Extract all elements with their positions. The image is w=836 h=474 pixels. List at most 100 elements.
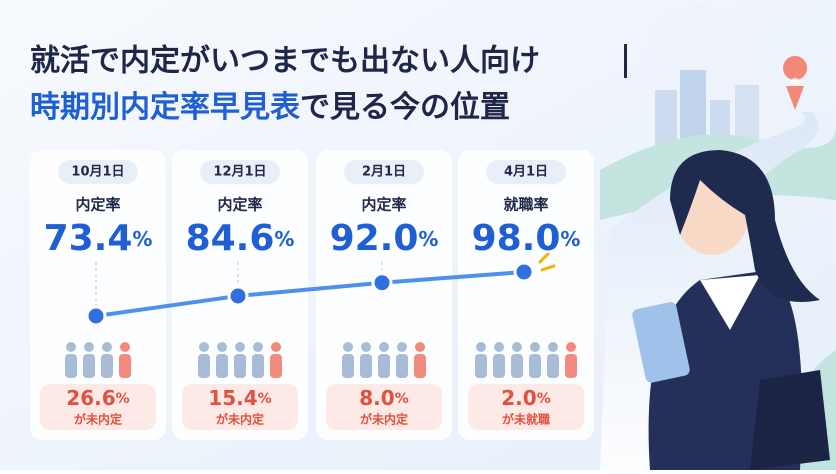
person-head [566, 342, 576, 352]
rate-label: 内定率 [217, 196, 262, 214]
rest-unit: % [258, 391, 272, 407]
person-head [217, 342, 227, 352]
person-body [475, 354, 487, 378]
spark [538, 252, 556, 272]
person-body [396, 354, 408, 378]
person-head [512, 342, 522, 352]
person-body [493, 354, 505, 378]
person-body [547, 354, 559, 378]
rate-value: 92.0 [330, 218, 419, 259]
rate-unit: % [274, 227, 294, 251]
rate-dot [371, 272, 393, 294]
title-line2: 時期別内定率早見表で見る今の位置 [30, 90, 510, 125]
person-head [494, 342, 504, 352]
rest-value: 26.6 [66, 386, 115, 410]
person-head [271, 342, 281, 352]
rate: 73.4% [44, 218, 153, 259]
date: 4月1日 [504, 165, 548, 180]
rest-box [182, 384, 298, 430]
rest-unit: % [395, 391, 409, 407]
person-head [253, 342, 263, 352]
person-body [511, 354, 523, 378]
person-body [65, 354, 77, 378]
person-head [84, 342, 94, 352]
person-body [270, 354, 282, 378]
person-body [342, 354, 354, 378]
rate-value: 73.4 [44, 218, 133, 259]
rate-unit: % [560, 227, 580, 251]
person-head [361, 342, 371, 352]
rest-box [40, 384, 156, 430]
person-head [379, 342, 389, 352]
person-head [66, 342, 76, 352]
rate-unit: % [418, 227, 438, 251]
rest-label: が未内定 [216, 412, 264, 427]
rate-dot [513, 261, 535, 283]
person-body [565, 354, 577, 378]
person-head [548, 342, 558, 352]
title-bar [624, 44, 627, 78]
rest: 26.6% [66, 386, 129, 410]
person-body [378, 354, 390, 378]
rate-label: 就職率 [503, 196, 548, 214]
person-body [101, 354, 113, 378]
title-rest: で見る今の位置 [300, 90, 510, 125]
date: 10月1日 [71, 165, 124, 180]
card [30, 150, 166, 440]
rest-value: 2.0 [501, 386, 536, 410]
rate: 92.0% [330, 218, 439, 259]
rate: 84.6% [186, 218, 295, 259]
person-head [199, 342, 209, 352]
rate-label: 内定率 [75, 196, 120, 214]
person-body [234, 354, 246, 378]
person-head [530, 342, 540, 352]
rate-dot [227, 285, 249, 307]
date: 12月1日 [213, 165, 266, 180]
rest-value: 8.0 [359, 386, 394, 410]
date-pill [58, 160, 138, 184]
rest-label: が未内定 [360, 412, 408, 427]
rate-dot [85, 305, 107, 327]
person-head [102, 342, 112, 352]
rest: 8.0% [359, 386, 408, 410]
rate-line [95, 269, 525, 318]
rate-label: 内定率 [361, 196, 406, 214]
rest-label: が未就職 [502, 412, 550, 427]
date-pill [344, 160, 424, 184]
rest-unit: % [537, 391, 551, 407]
person-head [415, 342, 425, 352]
person-body [216, 354, 228, 378]
person-body [119, 354, 131, 378]
title-highlight: 時期別内定率早見表 [30, 90, 300, 125]
rate-unit: % [132, 227, 152, 251]
person-head [343, 342, 353, 352]
rest-label: が未内定 [74, 412, 122, 427]
rest: 2.0% [501, 386, 550, 410]
person-body [414, 354, 426, 378]
rate: 98.0% [472, 218, 581, 259]
trend-line [85, 252, 556, 327]
title-line1: 就活で内定がいつまでも出ない人向け [30, 44, 540, 79]
person-head [397, 342, 407, 352]
date-pill [200, 160, 280, 184]
rest-box [468, 384, 584, 430]
card [458, 150, 594, 440]
person-body [198, 354, 210, 378]
person-body [83, 354, 95, 378]
person-head [120, 342, 130, 352]
cards: 10月1日内定率73.4%26.6%が未内定12月1日内定率84.6%15.4%… [30, 150, 594, 440]
date-pill [486, 160, 566, 184]
rest-value: 15.4 [208, 386, 257, 410]
rest-box [326, 384, 442, 430]
rate-value: 84.6 [186, 218, 275, 259]
person-body [529, 354, 541, 378]
person-body [360, 354, 372, 378]
person-body [252, 354, 264, 378]
rest-unit: % [116, 391, 130, 407]
person-illustration [632, 150, 830, 470]
person-head [235, 342, 245, 352]
date: 2月1日 [362, 165, 406, 180]
person-head [476, 342, 486, 352]
rest: 15.4% [208, 386, 271, 410]
